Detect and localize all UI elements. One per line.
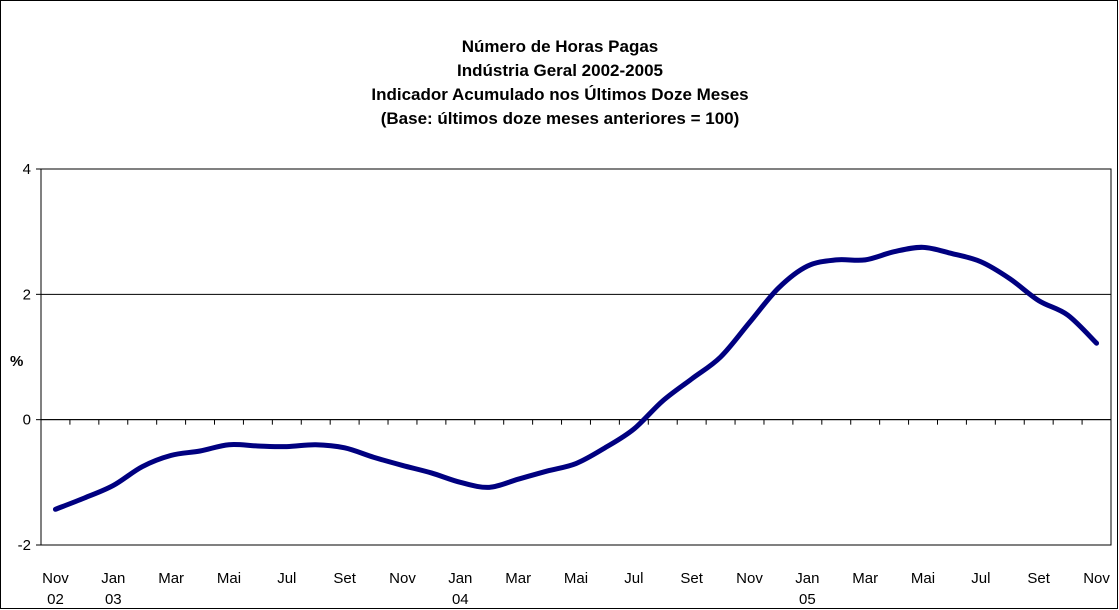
chart-title: Número de Horas Pagas (462, 37, 659, 56)
x-tick-label: Set (680, 570, 703, 587)
y-axis-label: % (10, 353, 23, 370)
chart-title: (Base: últimos doze meses anteriores = 1… (381, 109, 740, 128)
plot-area (40, 168, 1112, 546)
y-tick-label: 2 (23, 286, 31, 303)
x-tick-label: Jul (624, 570, 644, 587)
chart-title: Indústria Geral 2002-2005 (457, 61, 663, 80)
x-tick-label: Mar (158, 570, 185, 587)
y-tick-label: 0 (23, 412, 31, 429)
x-tick-label: Set (1027, 570, 1050, 587)
x-tick-label: Nov 02 (42, 570, 69, 608)
x-tick-label: Set (333, 570, 356, 587)
y-tick-label: -2 (18, 537, 31, 554)
chart-title: Indicador Acumulado nos Últimos Doze Mes… (371, 85, 748, 104)
x-tick-label: Nov (1083, 570, 1110, 587)
x-tick-label: Jan 03 (101, 570, 126, 608)
x-tick-label: Jan 04 (448, 570, 473, 608)
x-tick-label: Mai (216, 570, 242, 587)
y-tick-label: 4 (23, 161, 31, 178)
x-tick-label: Nov (736, 570, 763, 587)
x-tick-label: Jul (277, 570, 297, 587)
line-series (52, 244, 1100, 512)
x-tick-label: Mar (505, 570, 532, 587)
x-tick-label: Mai (910, 570, 936, 587)
x-tick-label: Nov (389, 570, 416, 587)
x-tick-label: Mar (852, 570, 879, 587)
x-tick-label: Jan 05 (795, 570, 820, 608)
x-tick-label: Mai (563, 570, 589, 587)
x-tick-label: Jul (971, 570, 991, 587)
